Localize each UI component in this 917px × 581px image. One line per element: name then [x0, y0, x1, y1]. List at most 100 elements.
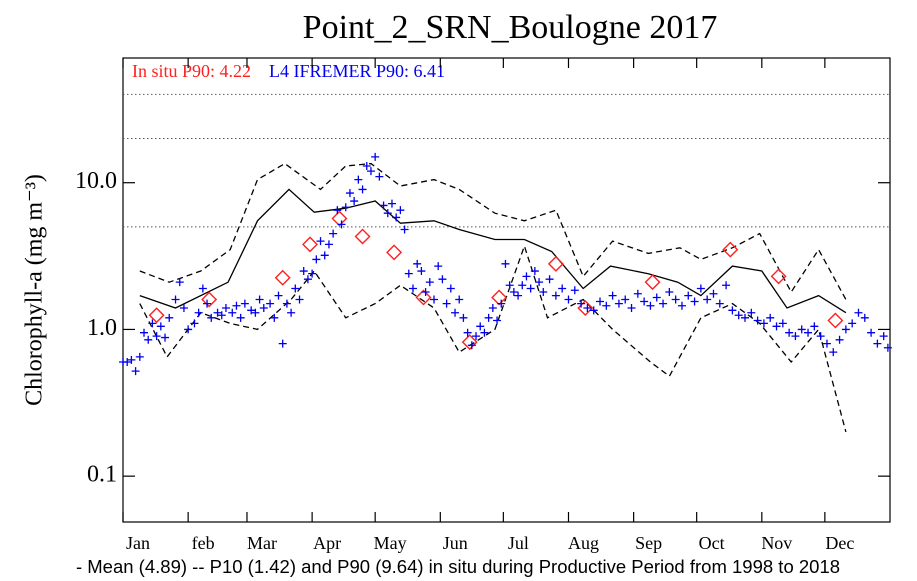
plus-marker — [816, 332, 825, 341]
diamond-marker — [386, 244, 403, 261]
plus-marker — [480, 328, 489, 337]
plus-marker — [404, 269, 413, 278]
plus-marker — [463, 328, 472, 337]
plus-marker — [287, 308, 296, 317]
plus-marker — [493, 316, 502, 325]
x-tick-label: Jun — [443, 533, 468, 553]
x-tick-label: Mar — [247, 533, 277, 553]
plus-marker — [270, 313, 279, 322]
plus-marker — [434, 262, 443, 271]
plus-marker — [375, 172, 384, 181]
plus-marker — [514, 291, 523, 300]
plus-marker — [366, 167, 375, 176]
y-tick-label: 10.0 — [75, 168, 117, 194]
plus-marker — [883, 343, 892, 352]
plus-marker — [312, 255, 321, 264]
plus-marker — [665, 287, 674, 296]
x-tick-label: May — [374, 533, 407, 553]
plus-marker — [291, 284, 300, 293]
plus-marker — [614, 299, 623, 308]
plus-marker — [383, 209, 392, 218]
plus-marker — [715, 299, 724, 308]
plus-marker — [696, 284, 705, 293]
plot-frame — [122, 57, 891, 523]
plus-marker — [421, 287, 430, 296]
plus-marker — [316, 237, 325, 246]
plus-marker — [165, 313, 174, 322]
plus-marker — [848, 319, 857, 328]
plus-marker — [123, 357, 132, 366]
plus-marker — [156, 322, 165, 331]
plus-marker — [324, 240, 333, 249]
plus-marker — [709, 289, 718, 298]
plus-marker — [442, 299, 451, 308]
plus-marker — [236, 313, 245, 322]
plus-marker — [879, 332, 888, 341]
plus-marker — [583, 303, 592, 312]
plus-marker — [791, 332, 800, 341]
x-tick-label: Sep — [635, 533, 662, 553]
plus-marker — [509, 287, 518, 296]
plus-marker — [417, 267, 426, 276]
plus-marker — [131, 367, 140, 376]
plus-marker — [135, 352, 144, 361]
y-tick-label: 1.0 — [87, 315, 117, 341]
plus-marker — [259, 303, 268, 312]
plus-marker — [451, 308, 460, 317]
plus-marker — [455, 295, 464, 304]
plus-marker — [179, 303, 188, 312]
plus-marker — [659, 299, 668, 308]
plus-marker — [804, 328, 813, 337]
plus-marker — [596, 297, 605, 306]
plus-marker — [759, 319, 768, 328]
diamond-marker — [354, 228, 371, 245]
plus-marker — [472, 332, 481, 341]
plus-marker — [728, 306, 737, 315]
plus-marker — [161, 333, 170, 342]
plus-marker — [539, 287, 548, 296]
plus-marker — [570, 286, 579, 295]
diamond-marker — [201, 291, 218, 308]
diamond-marker — [331, 210, 348, 227]
plus-marker — [703, 295, 712, 304]
plus-marker — [577, 299, 586, 308]
diamond-marker — [302, 236, 319, 253]
plus-marker — [722, 281, 731, 290]
plus-marker — [734, 311, 743, 320]
plus-marker — [535, 278, 544, 287]
plus-marker — [785, 328, 794, 337]
plus-marker — [354, 175, 363, 184]
y-tick-label: 0.1 — [87, 462, 117, 488]
plus-marker — [459, 313, 468, 322]
plus-marker — [299, 267, 308, 276]
plus-marker — [484, 313, 493, 322]
plus-marker — [240, 299, 249, 308]
plus-marker — [408, 284, 417, 293]
plus-marker — [203, 299, 212, 308]
x-tick-label: Nov — [761, 533, 792, 553]
plus-marker — [278, 339, 287, 348]
x-tick-label: feb — [192, 533, 215, 553]
plus-marker — [144, 335, 153, 344]
plus-marker — [646, 301, 655, 310]
diamond-marker — [644, 274, 661, 291]
plus-marker — [873, 339, 882, 348]
plus-marker — [308, 269, 317, 278]
x-tick-label: Jan — [126, 533, 150, 553]
plus-marker — [371, 152, 380, 161]
plus-marker — [345, 189, 354, 198]
plus-marker — [602, 301, 611, 310]
plus-marker — [127, 355, 136, 364]
y-axis-label: Chlorophyll-a (mg m⁻³) — [22, 174, 48, 406]
plus-marker — [822, 339, 831, 348]
plus-marker — [797, 325, 806, 334]
diamond-marker — [415, 289, 432, 306]
plus-marker — [741, 313, 750, 322]
plus-marker — [329, 229, 338, 238]
diamond-marker — [491, 289, 508, 306]
plus-marker — [425, 278, 434, 287]
plus-marker — [476, 322, 485, 331]
plus-marker — [337, 220, 346, 229]
plus-marker — [867, 328, 876, 337]
plus-marker — [228, 308, 237, 317]
